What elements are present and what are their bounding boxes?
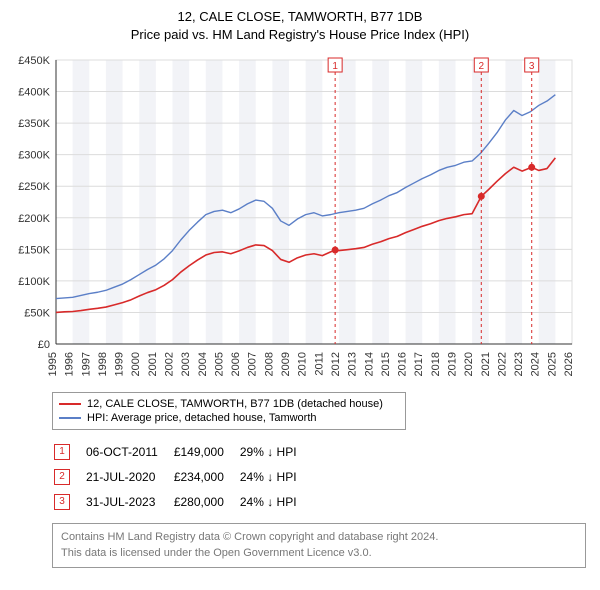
svg-text:2026: 2026 [563, 352, 575, 376]
legend: 12, CALE CLOSE, TAMWORTH, B77 1DB (detac… [52, 392, 406, 430]
svg-text:2002: 2002 [164, 352, 176, 376]
marker-row: 3 31-JUL-2023£280,00024% ↓ HPI [54, 490, 311, 513]
svg-text:2024: 2024 [530, 352, 542, 376]
svg-text:2014: 2014 [363, 352, 375, 376]
svg-text:2012: 2012 [330, 352, 342, 376]
svg-text:2000: 2000 [130, 352, 142, 376]
svg-text:1: 1 [332, 61, 338, 72]
marker-delta: 29% ↓ HPI [240, 440, 311, 463]
marker-date: 31-JUL-2023 [86, 490, 172, 513]
title-line-1: 12, CALE CLOSE, TAMWORTH, B77 1DB [8, 8, 592, 26]
svg-text:2025: 2025 [546, 352, 558, 376]
svg-text:£450K: £450K [18, 55, 50, 67]
svg-text:2023: 2023 [513, 352, 525, 376]
marker-date: 21-JUL-2020 [86, 465, 172, 488]
svg-text:1999: 1999 [114, 352, 126, 376]
chart-svg: £0 £50K £100K £150K £200K £250K £300K £350K £400… [8, 48, 592, 388]
marker-badge: 2 [54, 469, 70, 485]
svg-text:2008: 2008 [263, 352, 275, 376]
marker-table: 1 06-OCT-2011£149,00029% ↓ HPI 2 21-JUL-202… [52, 438, 313, 515]
svg-text:1998: 1998 [97, 352, 109, 376]
svg-text:2004: 2004 [197, 352, 209, 376]
svg-text:1995: 1995 [47, 352, 59, 376]
legend-row-hpi: HPI: Average price, detached house, Tamw… [59, 411, 399, 425]
marker-delta: 24% ↓ HPI [240, 490, 311, 513]
svg-text:£50K: £50K [24, 308, 50, 320]
title-line-2: Price paid vs. HM Land Registry's House … [8, 26, 592, 44]
svg-text:2009: 2009 [280, 352, 292, 376]
svg-text:2006: 2006 [230, 352, 242, 376]
attribution: Contains HM Land Registry data © Crown c… [52, 523, 586, 568]
svg-text:2001: 2001 [147, 352, 159, 376]
marker-delta: 24% ↓ HPI [240, 465, 311, 488]
svg-text:2020: 2020 [463, 352, 475, 376]
legend-label: HPI: Average price, detached house, Tamw… [87, 412, 317, 424]
svg-text:£250K: £250K [18, 182, 50, 194]
svg-text:2005: 2005 [213, 352, 225, 376]
svg-text:£100K: £100K [18, 276, 50, 288]
attribution-line-1: Contains HM Land Registry data © Crown c… [61, 530, 577, 545]
svg-text:£0: £0 [38, 339, 50, 351]
legend-label: 12, CALE CLOSE, TAMWORTH, B77 1DB (detac… [87, 398, 383, 410]
svg-text:£300K: £300K [18, 150, 50, 162]
svg-text:1996: 1996 [64, 352, 76, 376]
chart-title: 12, CALE CLOSE, TAMWORTH, B77 1DB Price … [8, 8, 592, 44]
price-chart: £0 £50K £100K £150K £200K £250K £300K £350K £400… [8, 48, 592, 388]
svg-text:2021: 2021 [480, 352, 492, 376]
legend-swatch-icon [59, 417, 81, 419]
svg-text:£150K: £150K [18, 245, 50, 257]
svg-text:2016: 2016 [397, 352, 409, 376]
svg-text:2015: 2015 [380, 352, 392, 376]
svg-text:£200K: £200K [18, 213, 50, 225]
svg-text:2: 2 [479, 61, 485, 72]
marker-price: £149,000 [174, 440, 238, 463]
svg-text:1997: 1997 [80, 352, 92, 376]
svg-text:2007: 2007 [247, 352, 259, 376]
legend-row-property: 12, CALE CLOSE, TAMWORTH, B77 1DB (detac… [59, 397, 399, 411]
svg-text:2019: 2019 [446, 352, 458, 376]
svg-text:£400K: £400K [18, 87, 50, 99]
svg-text:2010: 2010 [297, 352, 309, 376]
svg-text:2013: 2013 [347, 352, 359, 376]
marker-date: 06-OCT-2011 [86, 440, 172, 463]
marker-row: 2 21-JUL-2020£234,00024% ↓ HPI [54, 465, 311, 488]
svg-text:2022: 2022 [496, 352, 508, 376]
svg-text:£350K: £350K [18, 118, 50, 130]
marker-price: £280,000 [174, 490, 238, 513]
marker-row: 1 06-OCT-2011£149,00029% ↓ HPI [54, 440, 311, 463]
attribution-line-2: This data is licensed under the Open Gov… [61, 546, 577, 561]
svg-text:2003: 2003 [180, 352, 192, 376]
svg-text:3: 3 [529, 61, 535, 72]
svg-text:2017: 2017 [413, 352, 425, 376]
marker-badge: 1 [54, 444, 70, 460]
marker-badge: 3 [54, 494, 70, 510]
legend-swatch-icon [59, 403, 81, 405]
svg-text:2011: 2011 [313, 352, 325, 376]
svg-text:2018: 2018 [430, 352, 442, 376]
marker-price: £234,000 [174, 465, 238, 488]
